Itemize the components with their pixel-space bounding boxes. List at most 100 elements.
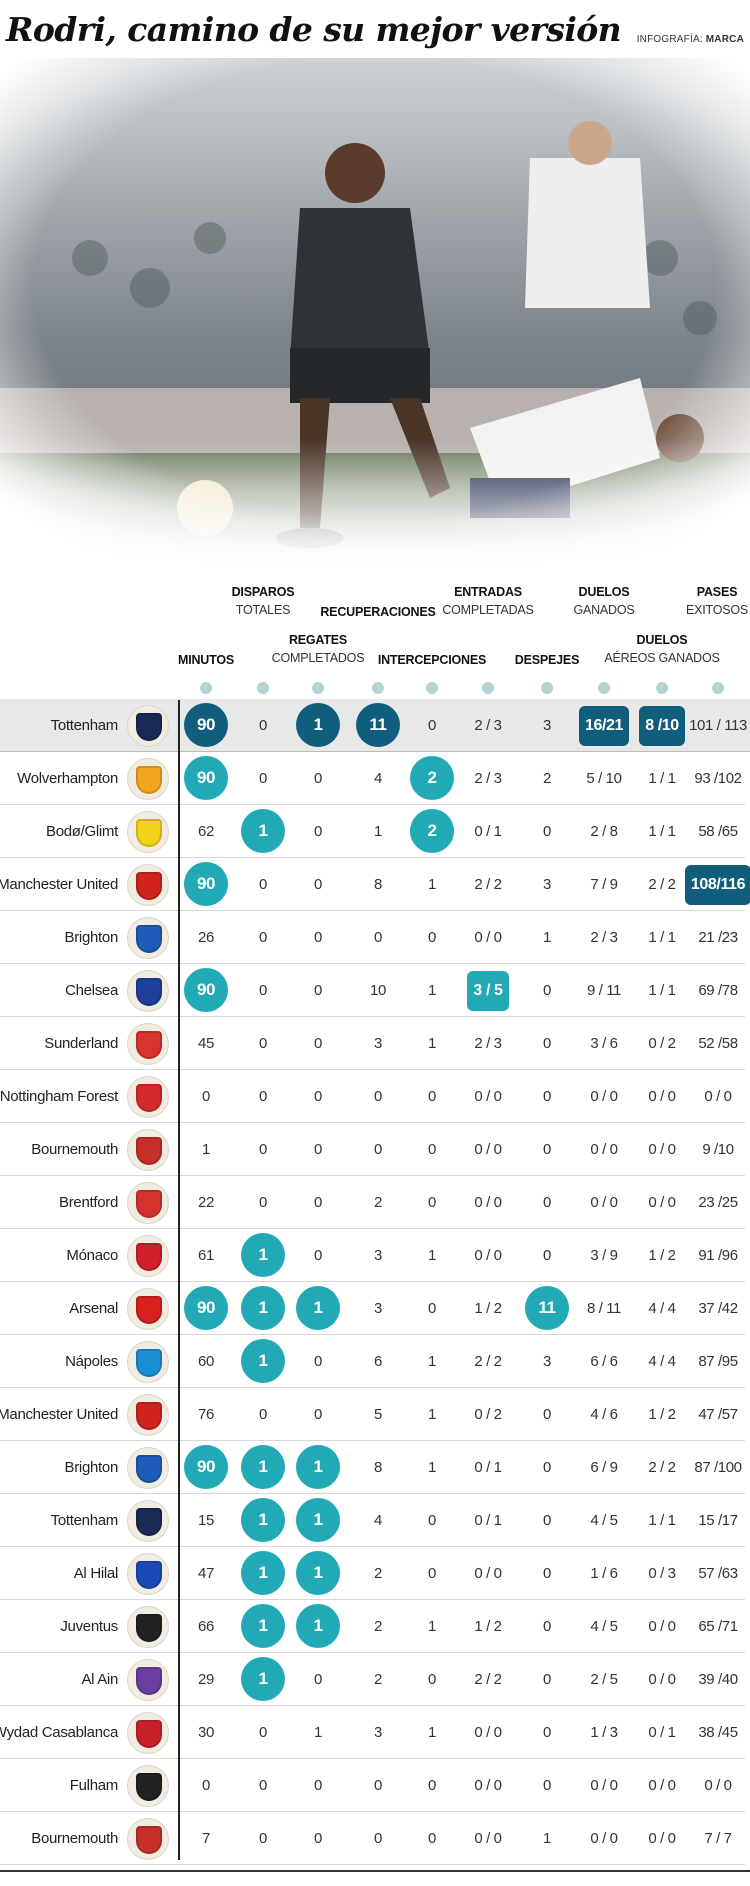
cell-clearances: 3 [543, 876, 551, 893]
cell-duels: 6 / 6 [590, 1353, 618, 1370]
cell-recoveries: 2 [374, 1618, 382, 1635]
cell-min: 90 [169, 699, 243, 752]
cell-clearances: 0 [543, 1406, 551, 1423]
arsenal-crest-icon [127, 1288, 169, 1330]
cell-recoveries: 0 [374, 1830, 382, 1847]
brentford-crest-icon [127, 1182, 169, 1224]
cell-interceptions: 1 [428, 1406, 436, 1423]
highlight-circle: 1 [296, 1498, 340, 1542]
cell-tackles: 2 / 3 [474, 717, 502, 734]
cell-clearances: 0 [543, 1247, 551, 1264]
cell-min: 90 [169, 1441, 243, 1494]
cell-interceptions: 1 [428, 1353, 436, 1370]
team-name: Chelsea [65, 982, 118, 999]
bournemouth-crest-icon [127, 1129, 169, 1171]
cell-tackles: 2 / 2 [474, 1353, 502, 1370]
highlight-circle: 1 [296, 703, 340, 747]
chelsea-crest-icon [127, 970, 169, 1012]
cell-recoveries: 3 [374, 1724, 382, 1741]
cell-min: 0 [202, 1777, 210, 1794]
cell-recoveries: 0 [374, 1141, 382, 1158]
cell-clearances: 0 [543, 1512, 551, 1529]
cell-aerial: 0 / 0 [648, 1618, 676, 1635]
cell-shots: 1 [226, 1547, 300, 1600]
cell-min: 90 [169, 858, 243, 911]
cell-shots: 0 [259, 929, 267, 946]
cell-duels: 2 / 3 [590, 929, 618, 946]
header-dot-passes [712, 682, 724, 694]
cell-passes: 47 /57 [698, 1406, 738, 1423]
cell-shots: 1 [226, 805, 300, 858]
cell-tackles: 0 / 0 [474, 1724, 502, 1741]
cell-tackles: 0 / 0 [474, 929, 502, 946]
team-name: Mónaco [66, 1247, 118, 1264]
infographic-credit: INFOGRAFÍA: MARCA [637, 34, 744, 45]
table-row: Tottenham 15 1 1 4 0 0 / 1 0 4 / 5 1 / 1 15 /17 [0, 1494, 750, 1547]
cell-aerial: 8 /10 [625, 699, 699, 752]
crest-shield [136, 1720, 162, 1748]
bodo-glimt-crest-icon [127, 811, 169, 853]
cell-min: 26 [198, 929, 214, 946]
cell-passes: 65 /71 [698, 1618, 738, 1635]
cell-min: 61 [198, 1247, 214, 1264]
highlight-circle: 90 [184, 968, 228, 1012]
cell-passes: 7 / 7 [704, 1830, 732, 1847]
cell-interceptions: 1 [428, 1459, 436, 1476]
cell-aerial: 1 / 2 [648, 1406, 676, 1423]
cell-aerial: 0 / 0 [648, 1194, 676, 1211]
table-row: Arsenal 90 1 1 3 0 1 / 2 11 8 / 11 4 / 4 37 /42 [0, 1282, 750, 1335]
highlight-circle: 11 [356, 703, 400, 747]
al-hilal-crest-icon [127, 1553, 169, 1595]
cell-dribbles: 1 [281, 1441, 355, 1494]
team-name: Wydad Casablanca [0, 1724, 118, 1741]
header-clearances: DESPEJES [514, 653, 580, 667]
cell-aerial: 1 / 1 [648, 823, 676, 840]
al-ain-crest-icon [127, 1659, 169, 1701]
cell-duels: 3 / 9 [590, 1247, 618, 1264]
cell-interceptions: 2 [395, 752, 469, 805]
sunderland-crest-icon [127, 1023, 169, 1065]
cell-passes: 21 /23 [698, 929, 738, 946]
crest-shield [136, 1349, 162, 1377]
cell-interceptions: 1 [428, 1035, 436, 1052]
cell-tackles: 0 / 2 [474, 1406, 502, 1423]
cell-interceptions: 0 [428, 1088, 436, 1105]
header-interceptions: INTERCEPCIONES [377, 653, 487, 667]
cell-interceptions: 0 [428, 1141, 436, 1158]
cell-clearances: 0 [543, 1035, 551, 1052]
cell-duels: 0 / 0 [590, 1088, 618, 1105]
cell-tackles: 0 / 1 [474, 1512, 502, 1529]
cell-clearances: 3 [543, 1353, 551, 1370]
cell-passes: 91 /96 [698, 1247, 738, 1264]
cell-interceptions: 0 [428, 1777, 436, 1794]
crest-shield [136, 1455, 162, 1483]
cell-tackles: 2 / 2 [474, 876, 502, 893]
cell-tackles: 0 / 1 [474, 1459, 502, 1476]
table-row: Wolverhampton 90 0 0 4 2 2 / 3 2 5 / 10 1 / 1 93 /… [0, 752, 750, 805]
cell-clearances: 0 [543, 1141, 551, 1158]
header-dot-interceptions [426, 682, 438, 694]
cell-dribbles: 1 [281, 1600, 355, 1653]
cell-aerial: 1 / 2 [648, 1247, 676, 1264]
cell-dribbles: 1 [281, 699, 355, 752]
crest-shield [136, 1137, 162, 1165]
page-title: Rodri, camino de su mejor versión [6, 10, 622, 49]
highlight-circle: 1 [241, 1339, 285, 1383]
highlight-circle: 11 [525, 1286, 569, 1330]
cell-shots: 1 [226, 1441, 300, 1494]
cell-passes: 0 / 0 [704, 1777, 732, 1794]
header-minutes: MINUTOS [177, 653, 234, 667]
cell-interceptions: 0 [428, 1512, 436, 1529]
cell-tackles: 2 / 2 [474, 1671, 502, 1688]
cell-tackles: 0 / 0 [474, 1830, 502, 1847]
team-name: Al Hilal [73, 1565, 119, 1582]
cell-dribbles: 0 [314, 1353, 322, 1370]
cell-aerial: 0 / 0 [648, 1671, 676, 1688]
team-name: Arsenal [69, 1300, 118, 1317]
cell-min: 90 [169, 1282, 243, 1335]
cell-clearances: 0 [543, 1194, 551, 1211]
cell-shots: 0 [259, 1035, 267, 1052]
cell-aerial: 1 / 1 [648, 982, 676, 999]
cell-interceptions: 0 [428, 929, 436, 946]
